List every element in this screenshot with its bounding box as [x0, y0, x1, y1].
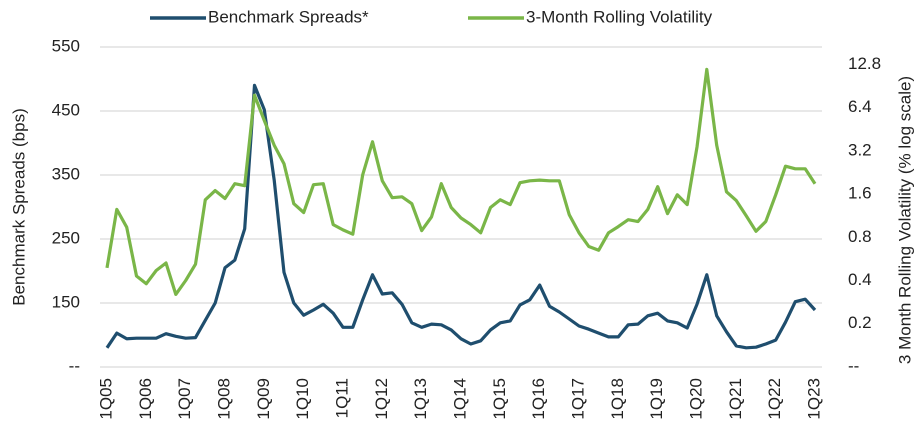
y2-tick-label: 6.4 [848, 97, 872, 116]
x-tick-label: 1Q22 [765, 378, 784, 420]
y2-tick-label: 0.8 [848, 227, 872, 246]
legend-label: Benchmark Spreads* [208, 7, 369, 26]
y-tick-label: 550 [52, 36, 80, 55]
x-tick-label: 1Q12 [372, 378, 391, 420]
x-tick-label: 1Q09 [254, 378, 273, 420]
y2-tick-label: -- [848, 356, 859, 375]
y2-tick-label: 3.2 [848, 140, 872, 159]
x-tick-label: 1Q10 [293, 378, 312, 420]
y2-axis-title: 3 Month Rolling Volatility (% log scale) [895, 76, 914, 364]
y-tick-label: 150 [52, 292, 80, 311]
line-series [105, 83, 817, 350]
x-tick-label: 1Q15 [490, 378, 509, 420]
y-tick-label: 350 [52, 164, 80, 183]
x-tick-label: 1Q08 [214, 378, 233, 420]
x-tick-label: 1Q18 [608, 378, 627, 420]
x-tick-label: 1Q23 [804, 378, 823, 420]
x-tick-label: 1Q16 [529, 378, 548, 420]
y-tick-label: -- [69, 356, 80, 375]
x-tick-label: 1Q07 [175, 378, 194, 420]
y2-tick-label: 0.2 [848, 313, 872, 332]
x-tick-label: 1Q06 [136, 378, 155, 420]
line-series [105, 67, 817, 296]
x-tick-label: 1Q21 [726, 378, 745, 420]
legend-label: 3-Month Rolling Volatility [526, 7, 713, 26]
x-tick-label: 1Q17 [568, 378, 587, 420]
y-tick-label: 450 [52, 100, 80, 119]
x-tick-label: 1Q05 [96, 378, 115, 420]
y2-tick-label: 12.8 [848, 54, 881, 73]
x-tick-label: 1Q11 [332, 378, 351, 418]
y2-tick-label: 1.6 [848, 184, 872, 203]
y-axis-title: Benchmark Spreads (bps) [9, 108, 28, 305]
y-tick-label: 250 [52, 228, 80, 247]
y2-tick-label: 0.4 [848, 270, 872, 289]
x-tick-label: 1Q19 [647, 378, 666, 420]
x-tick-label: 1Q13 [411, 378, 430, 420]
x-tick-label: 1Q20 [686, 378, 705, 420]
x-tick-label: 1Q14 [450, 378, 469, 420]
